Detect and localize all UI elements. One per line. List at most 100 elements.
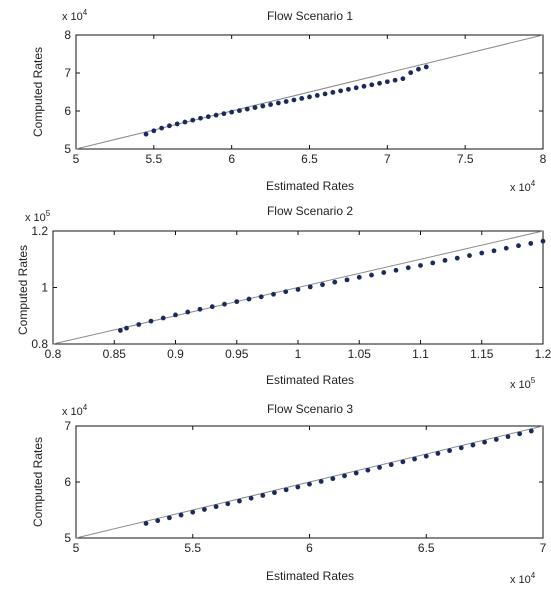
- data-point: [423, 64, 429, 70]
- data-point: [361, 83, 367, 89]
- data-point: [272, 490, 277, 496]
- data-point: [260, 493, 266, 498]
- data-point: [185, 309, 191, 315]
- x-tick-label: 5: [73, 152, 80, 166]
- x-tick-label: 0.8: [45, 347, 62, 361]
- y-tick-label: 7: [64, 66, 71, 80]
- data-point: [344, 277, 350, 283]
- data-point: [222, 301, 227, 307]
- y-tick-label: 5: [64, 142, 71, 156]
- data-point: [540, 238, 546, 244]
- data-point: [470, 442, 476, 448]
- y-tick-label: 5: [64, 531, 71, 545]
- data-point: [369, 82, 375, 88]
- data-point: [369, 272, 374, 278]
- x-tick-label: 1.05: [348, 347, 372, 361]
- x-axis-label: Estimated Rates: [266, 179, 354, 193]
- data-point: [516, 243, 521, 249]
- data-point: [458, 445, 464, 451]
- data-point: [190, 509, 196, 515]
- data-point: [381, 270, 387, 275]
- data-point: [271, 291, 276, 297]
- data-point: [416, 66, 421, 72]
- data-point: [377, 465, 382, 470]
- data-point: [505, 434, 511, 440]
- axis-ticks: 5 5.5 6 6.5 7 7.5 8 5 6 7 8: [64, 28, 546, 166]
- data-point: [330, 476, 336, 482]
- data-points: [117, 238, 546, 333]
- data-point: [174, 121, 180, 127]
- data-point: [346, 86, 351, 92]
- x-tick-label: 5: [73, 541, 80, 555]
- y-tick-label: 1.2: [31, 224, 48, 238]
- data-point: [213, 112, 219, 118]
- data-point: [124, 325, 129, 331]
- x-tick-label: 5.5: [184, 541, 201, 555]
- data-point: [167, 123, 172, 129]
- data-point: [332, 279, 338, 285]
- data-point: [225, 501, 231, 507]
- data-point: [178, 512, 184, 518]
- y-tick-label: 1: [41, 281, 48, 295]
- data-points: [143, 64, 429, 137]
- x-tick-label: 7.5: [457, 152, 474, 166]
- data-point: [275, 100, 281, 106]
- x-tick-label: 6.5: [301, 152, 318, 166]
- data-point: [493, 437, 499, 442]
- data-point: [182, 119, 188, 125]
- data-point: [159, 125, 165, 131]
- data-points: [143, 428, 534, 526]
- data-point: [353, 470, 359, 476]
- y-axis-label: Computed Rates: [16, 245, 30, 335]
- data-point: [365, 467, 371, 473]
- y-tick-label: 0.8: [31, 337, 48, 351]
- data-point: [299, 96, 305, 101]
- y-tick-label: 6: [64, 475, 71, 489]
- data-point: [423, 453, 429, 459]
- data-point: [283, 289, 289, 295]
- data-point: [244, 106, 250, 112]
- data-point: [155, 518, 161, 524]
- x-exponent-label: x 104: [510, 571, 536, 586]
- data-point: [198, 115, 203, 121]
- data-point: [479, 250, 485, 256]
- x-axis-label: Estimated Rates: [266, 569, 354, 583]
- y-tick-label: 7: [64, 419, 71, 433]
- data-point: [268, 102, 273, 107]
- data-point: [384, 79, 390, 85]
- data-point: [322, 91, 328, 97]
- data-point: [295, 287, 301, 292]
- x-tick-label: 1.2: [535, 347, 551, 361]
- data-point: [173, 312, 178, 318]
- x-tick-label: 5.5: [145, 152, 162, 166]
- data-point: [213, 504, 219, 510]
- data-point: [435, 451, 441, 456]
- data-point: [318, 479, 324, 484]
- x-exponent-label: x 104: [510, 179, 536, 194]
- data-point: [320, 282, 325, 288]
- data-point: [148, 318, 154, 324]
- x-tick-label: 6: [306, 541, 313, 555]
- data-point: [430, 260, 436, 266]
- data-point: [229, 109, 235, 115]
- data-point: [388, 462, 394, 468]
- x-tick-label: 0.85: [103, 347, 127, 361]
- chart-title: Flow Scenario 3: [267, 402, 353, 416]
- data-point: [117, 328, 123, 333]
- data-point: [143, 131, 149, 137]
- data-point: [342, 473, 347, 479]
- x-tick-label: 1.1: [412, 347, 429, 361]
- y-exponent-label: x 104: [62, 8, 88, 23]
- data-point: [237, 498, 242, 504]
- panel-flow-scenario-1: Flow Scenario 1 x 104 5 5.5 6 6.5 7 7.5 85678 …: [31, 8, 547, 194]
- data-point: [234, 299, 240, 305]
- data-point: [221, 111, 227, 117]
- data-point: [377, 80, 382, 86]
- y-tick-label: 6: [64, 104, 71, 118]
- axis-ticks: 0.8 0.85 0.9 0.95 1 1.05 1.1 1.15 1.2 0.8 1 1.2: [31, 224, 551, 361]
- data-point: [205, 114, 211, 120]
- data-point: [412, 456, 417, 462]
- data-point: [202, 507, 207, 512]
- y-tick-label: 8: [64, 28, 71, 42]
- x-tick-label: 1.15: [470, 347, 494, 361]
